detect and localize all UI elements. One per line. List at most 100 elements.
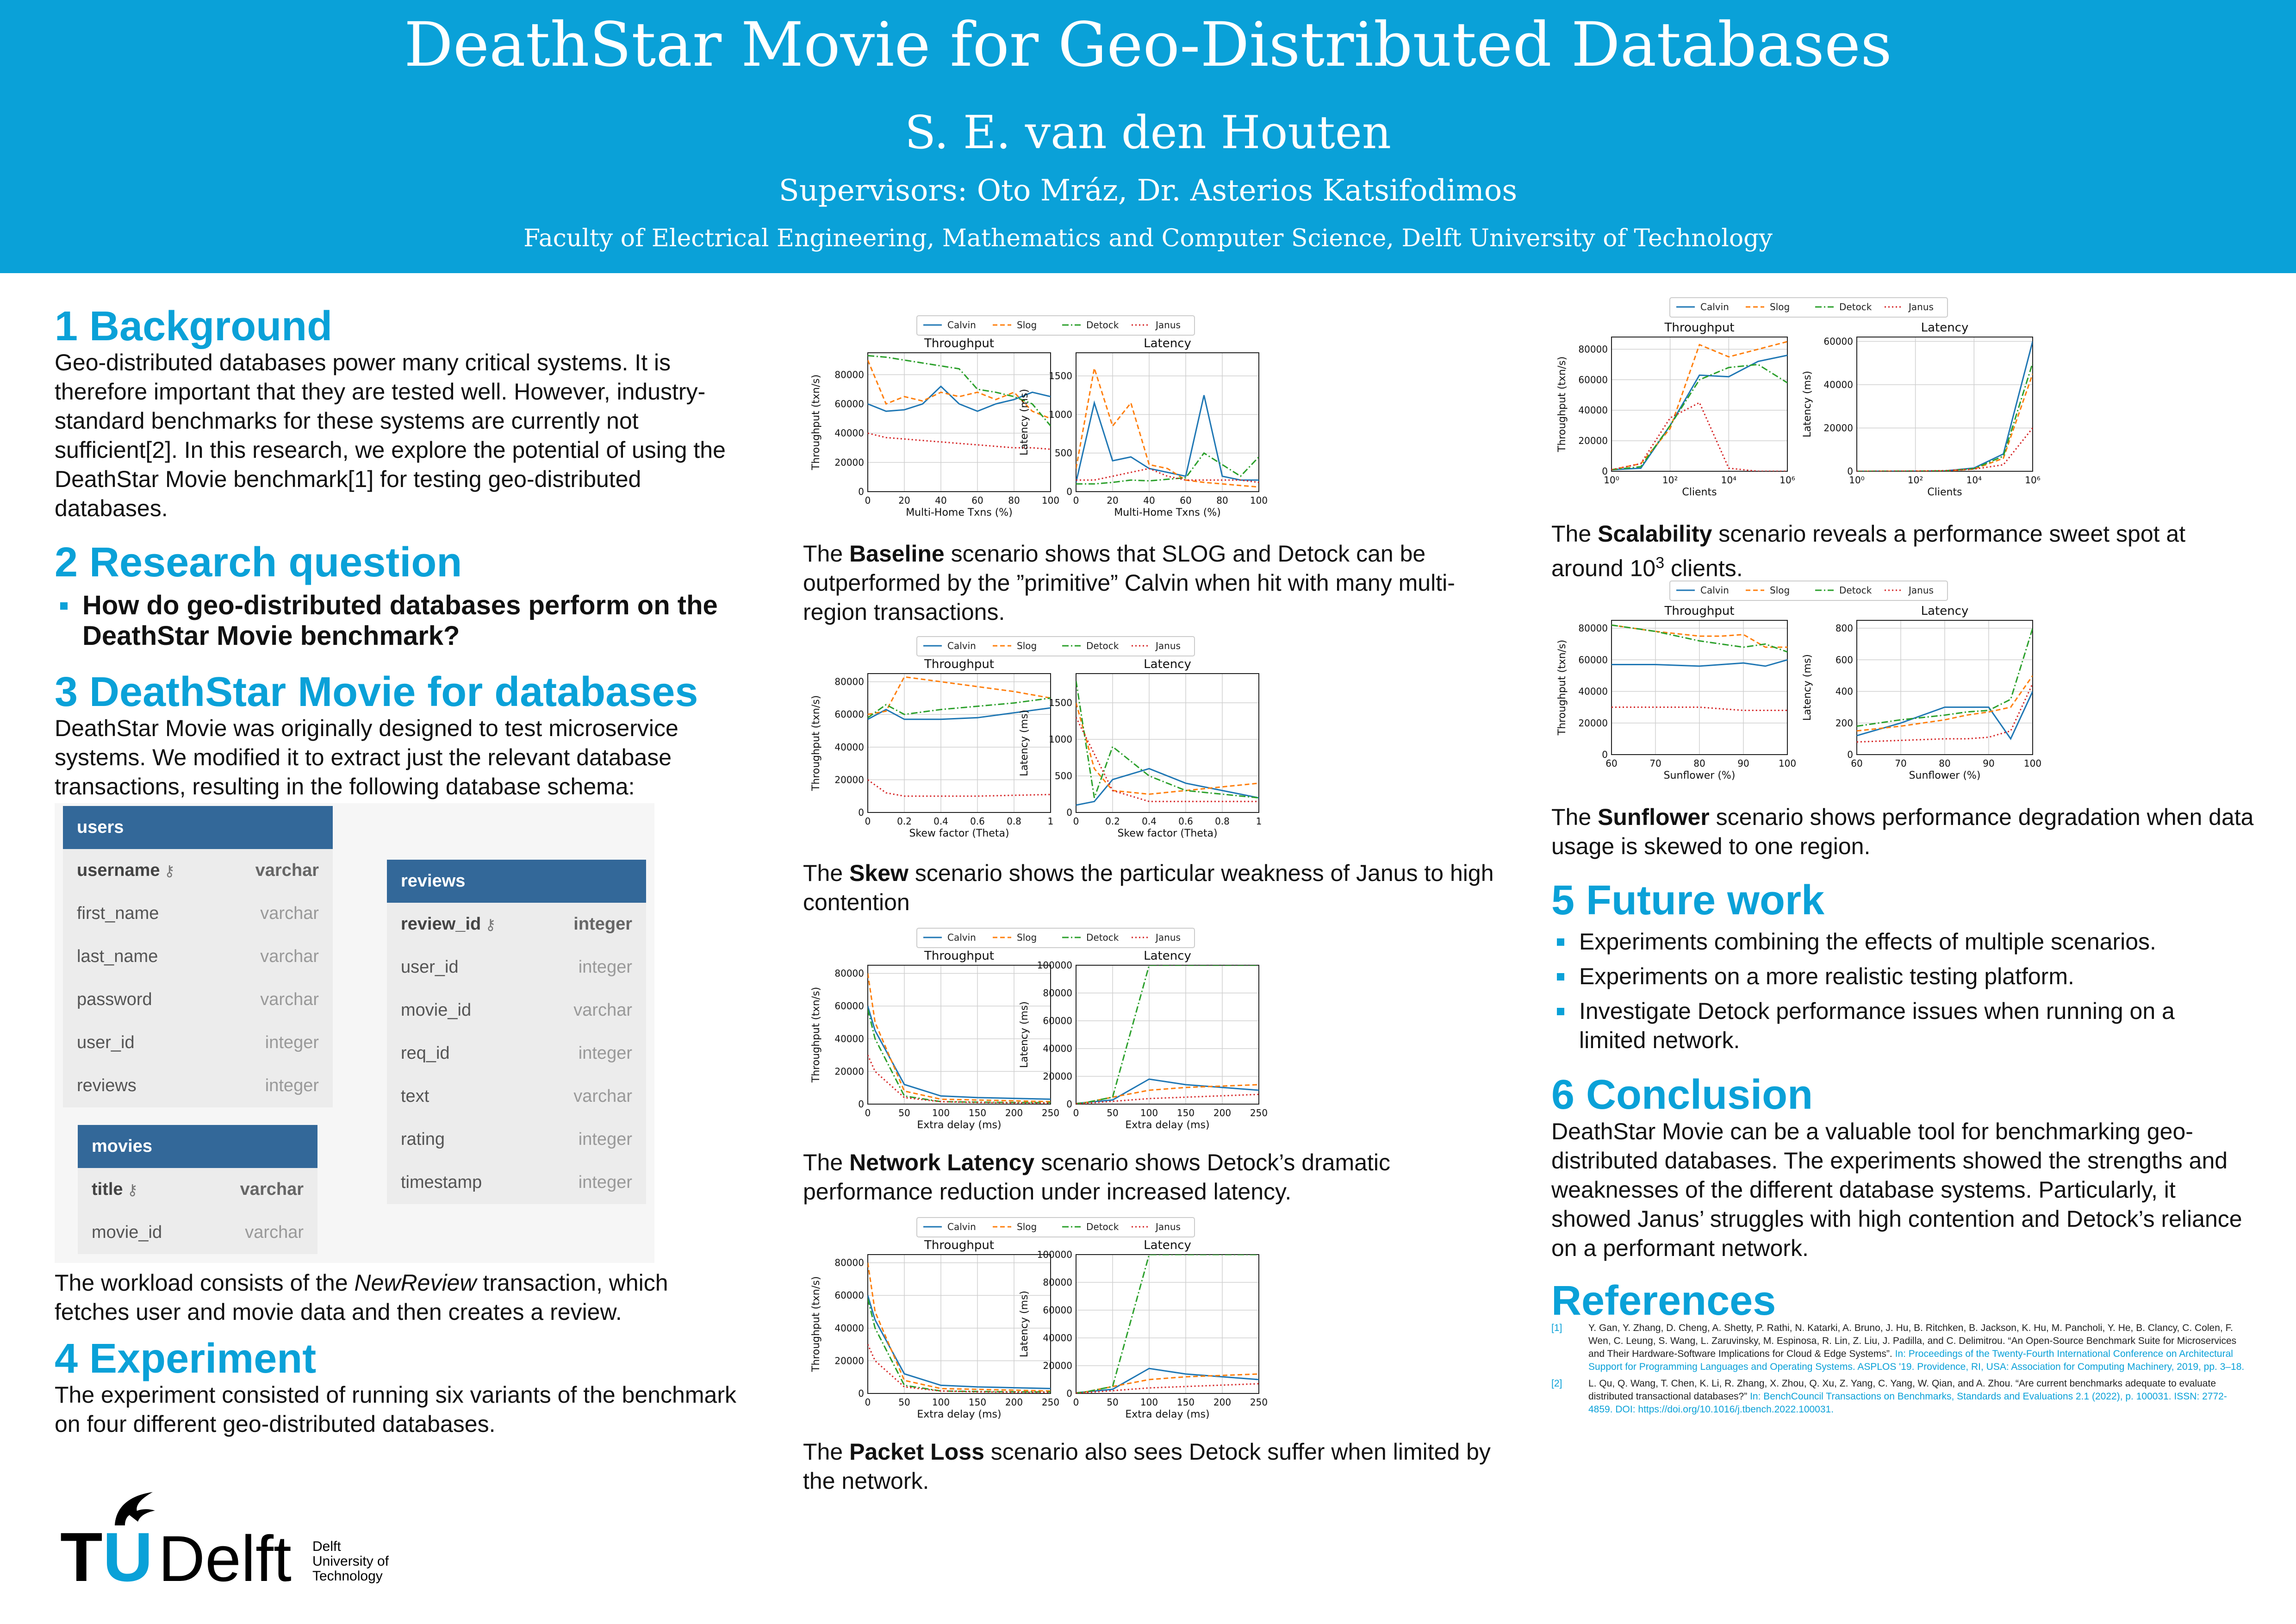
- column-type: varchar: [260, 904, 319, 923]
- y-tick-label: 40000: [1823, 379, 1853, 390]
- future-item-3: Investigate Detock performance issues wh…: [1551, 997, 2246, 1055]
- logo-t: T: [60, 1518, 103, 1586]
- section-future-heading: 5 Future work: [1551, 877, 1825, 924]
- x-axis-label: Multi-Home Txns (%): [906, 507, 1013, 518]
- series-line-slog: [868, 360, 1051, 419]
- chart-panel: Latency 0 50 100 150 200 250 0 20000 40000 60000 80…: [1019, 949, 1268, 1131]
- y-tick-label: 0: [858, 807, 864, 818]
- x-tick-label: 0.2: [1105, 816, 1120, 827]
- scalability-figure: Calvin Slog Detock Janus Throughput 10⁰ 10² 10⁴…: [1556, 297, 2041, 498]
- x-tick-label: 100: [1250, 495, 1268, 506]
- x-tick-label: 250: [1042, 1397, 1059, 1408]
- packet-caption: The Packet Loss scenario also sees Detoc…: [803, 1439, 1491, 1494]
- logo-u: U: [103, 1518, 153, 1586]
- x-tick-label: 1: [1256, 816, 1262, 827]
- key-icon: ⚷: [160, 862, 175, 879]
- legend-label: Calvin: [1700, 585, 1729, 596]
- reference-link[interactable]: In: Proceedings of the Twenty-Fourth Int…: [1588, 1349, 2233, 1372]
- column-name: rating: [401, 1130, 445, 1149]
- baseline-caption: The Baseline scenario shows that SLOG an…: [803, 541, 1455, 625]
- x-axis-label: Clients: [1682, 487, 1717, 498]
- y-tick-label: 40000: [834, 1033, 864, 1044]
- y-tick-label: 80000: [834, 1257, 864, 1268]
- logo-line3: Technology: [312, 1568, 383, 1584]
- x-tick-label: 0.8: [1215, 816, 1230, 827]
- packet-loss-figure: Calvin Slog Detock Janus Throughput 0 50 100 150…: [810, 1217, 1268, 1420]
- x-tick-label: 20: [898, 495, 910, 506]
- section-question-heading: 2 Research question: [55, 539, 462, 586]
- references-list: [1] Y. Gan, Y. Zhang, D. Cheng, A. Shett…: [1551, 1322, 2246, 1420]
- y-tick-label: 200: [1836, 718, 1853, 729]
- column-name: text: [401, 1087, 429, 1106]
- series-line-calvin: [1076, 768, 1259, 806]
- table-row: req_id integer: [387, 1032, 646, 1075]
- x-tick-label: 0.4: [933, 816, 948, 827]
- reference-link[interactable]: In: BenchCouncil Transactions on Benchma…: [1588, 1391, 2227, 1415]
- legend-box: [916, 928, 1195, 948]
- y-tick-label: 40000: [1043, 1332, 1072, 1343]
- column-type: integer: [265, 1033, 319, 1052]
- series-line-janus: [868, 779, 1051, 797]
- table-header: users: [63, 806, 333, 849]
- x-tick-label: 70: [1895, 758, 1906, 769]
- x-axis-label: Sunflower (%): [1909, 770, 1981, 781]
- y-tick-label: 0: [858, 1388, 864, 1399]
- y-tick-label: 100000: [1037, 960, 1072, 971]
- x-tick-label: 1: [1048, 816, 1054, 827]
- x-tick-label: 10⁶: [2025, 475, 2040, 486]
- workload-text: The workload consists of the NewReview t…: [55, 1270, 668, 1325]
- x-tick-label: 40: [1143, 495, 1155, 506]
- legend-label: Detock: [1086, 932, 1119, 943]
- y-tick-label: 20000: [1578, 718, 1608, 729]
- x-tick-label: 10²: [1662, 475, 1678, 486]
- x-tick-label: 100: [1140, 1397, 1158, 1408]
- panel-title: Throughput: [1664, 604, 1734, 618]
- series-line-detock: [1076, 1255, 1259, 1393]
- y-tick-label: 20000: [834, 1355, 864, 1366]
- database-schema: users username ⚷ varchar first_name varchar…: [55, 803, 654, 1263]
- legend-label: Janus: [1155, 1221, 1181, 1232]
- y-tick-label: 0: [1066, 1099, 1072, 1110]
- x-tick-label: 10⁰: [1604, 475, 1619, 486]
- y-tick-label: 80000: [834, 369, 864, 380]
- column-type: integer: [578, 1130, 632, 1149]
- y-tick-label: 1500: [1049, 370, 1072, 381]
- y-tick-label: 40000: [834, 428, 864, 439]
- x-tick-label: 100: [1042, 495, 1059, 506]
- chart-panel: Throughput 60 70 80 90 100 0 20000 40000 60000 800…: [1556, 604, 1796, 781]
- panel-title: Latency: [1144, 949, 1191, 963]
- column-type: varchar: [260, 990, 319, 1009]
- y-tick-label: 60000: [1823, 336, 1853, 347]
- x-tick-label: 60: [1180, 495, 1191, 506]
- x-tick-label: 150: [969, 1397, 986, 1408]
- x-tick-label: 100: [1779, 758, 1796, 769]
- x-tick-label: 10⁶: [1780, 475, 1795, 486]
- chart-panel: Throughput 0 50 100 150 200 250 0 20000 40000 6000…: [810, 949, 1059, 1131]
- chart-panel: Throughput 0 50 100 150 200 250 0 20000 40000 6000…: [810, 1238, 1059, 1420]
- table-row: first_name varchar: [63, 892, 333, 935]
- legend-label: Janus: [1155, 932, 1181, 943]
- panel-title: Throughput: [924, 1238, 994, 1252]
- legend-label: Janus: [1155, 319, 1181, 331]
- table-movies: movies title ⚷ varchar movie_id varchar: [78, 1125, 317, 1254]
- x-axis-label: Multi-Home Txns (%): [1114, 507, 1221, 518]
- plot-frame: [1856, 620, 2033, 755]
- y-axis-label: Latency (ms): [1019, 710, 1030, 776]
- series-line-slog: [1076, 1084, 1259, 1104]
- y-tick-label: 60000: [1043, 1015, 1072, 1026]
- x-axis-label: Extra delay (ms): [917, 1409, 1001, 1420]
- y-axis-label: Throughput (txn/s): [1556, 356, 1568, 452]
- plot-frame: [867, 1254, 1051, 1394]
- legend-label: Slog: [1017, 932, 1037, 943]
- y-tick-label: 60000: [834, 399, 864, 410]
- legend-label: Slog: [1017, 319, 1037, 331]
- x-tick-label: 0.2: [897, 816, 912, 827]
- y-tick-label: 0: [1066, 486, 1072, 497]
- supervisors: Supervisors: Oto Mráz, Dr. Asterios Kats…: [778, 174, 1518, 208]
- y-axis-label: Latency (ms): [1802, 371, 1813, 437]
- y-tick-label: 80000: [1043, 1277, 1072, 1288]
- series-line-detock: [868, 355, 1051, 426]
- series-line-janus: [1076, 468, 1259, 483]
- x-tick-label: 0.6: [1178, 816, 1193, 827]
